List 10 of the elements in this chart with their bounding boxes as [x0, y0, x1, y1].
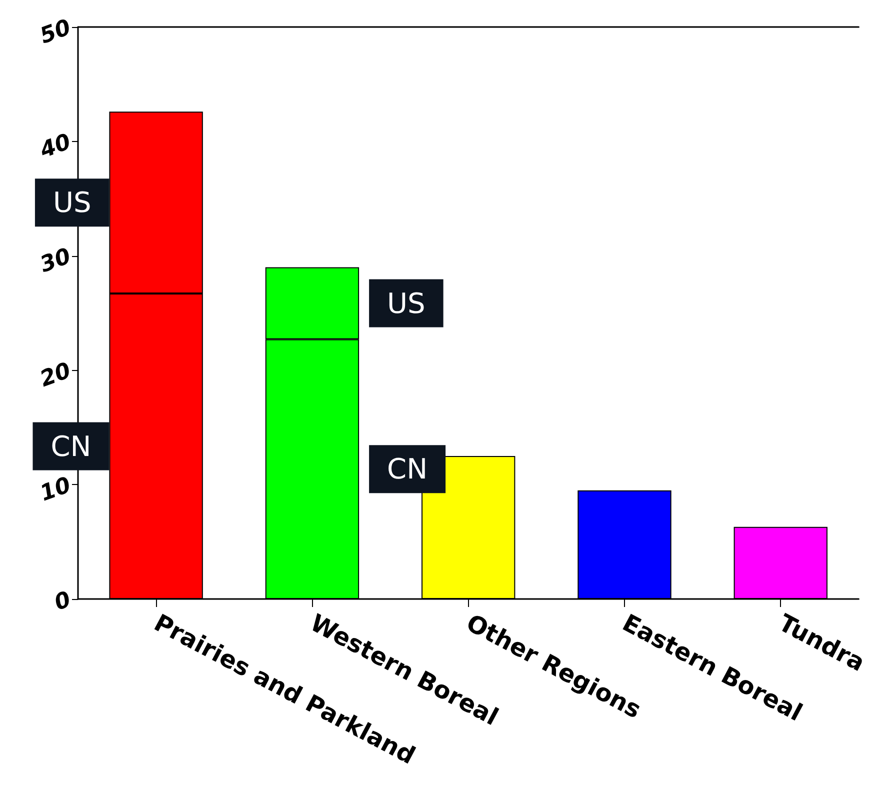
y-tick-label: 30	[36, 244, 74, 278]
y-tick-label: 0	[51, 587, 74, 616]
series-label: US	[52, 186, 92, 220]
y-tick-label: 20	[36, 358, 74, 392]
text: US	[387, 286, 426, 320]
y-tick-label: 40	[36, 130, 74, 164]
text: CN	[50, 430, 92, 463]
series-label: CN	[387, 452, 428, 486]
y-tick-label: 50	[36, 15, 74, 50]
y-tick-label: 10	[36, 472, 74, 507]
